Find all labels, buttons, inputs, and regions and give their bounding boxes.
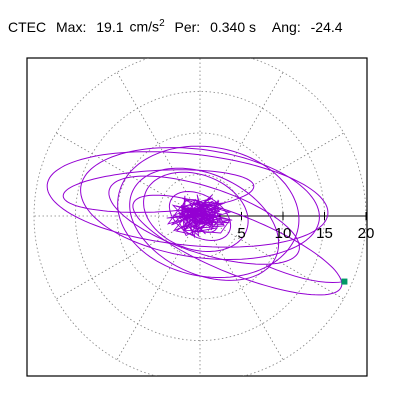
tick-label-10: 10 — [275, 225, 292, 242]
end-marker — [341, 278, 348, 285]
period-value: 0.340 s — [210, 18, 257, 35]
max-value: 19.1 — [96, 18, 124, 35]
orbit-trace-0 — [46, 151, 329, 248]
period-label: Per: — [174, 18, 201, 35]
max-unit: cm/s — [129, 18, 160, 35]
orbit-trace-9 — [62, 169, 255, 213]
orbit-trace-1 — [80, 147, 320, 260]
tick-label-20: 20 — [358, 225, 375, 242]
orbit-tail — [266, 265, 345, 284]
tick-labels: 5 10 15 20 — [237, 225, 374, 242]
max-label: Max: — [56, 18, 87, 35]
chart-header: CTEC Max: 19.1 cm/s2 Per: 0.340 s Ang: -2… — [8, 18, 349, 35]
orbit-trace-4 — [108, 175, 300, 265]
tick-label-15: 15 — [316, 225, 333, 242]
orbit-core-scribble — [166, 194, 233, 239]
plot-frame — [26, 57, 368, 377]
end-marker-group — [341, 278, 348, 285]
station-code: CTEC — [8, 18, 47, 35]
angle-label: Ang: — [271, 18, 301, 35]
tick-label-5: 5 — [237, 225, 245, 242]
orbit-traces — [46, 145, 345, 296]
grid-spoke-120 — [116, 72, 201, 217]
max-unit-exponent: 2 — [159, 18, 165, 29]
orbit-trace-5 — [143, 171, 249, 252]
orbit-trace-2 — [117, 145, 300, 278]
grid-spoke-60 — [199, 72, 284, 217]
orbit-trace-8 — [132, 194, 343, 296]
angle-value: -24.4 — [310, 18, 343, 35]
orbit-trace-3 — [129, 167, 280, 281]
